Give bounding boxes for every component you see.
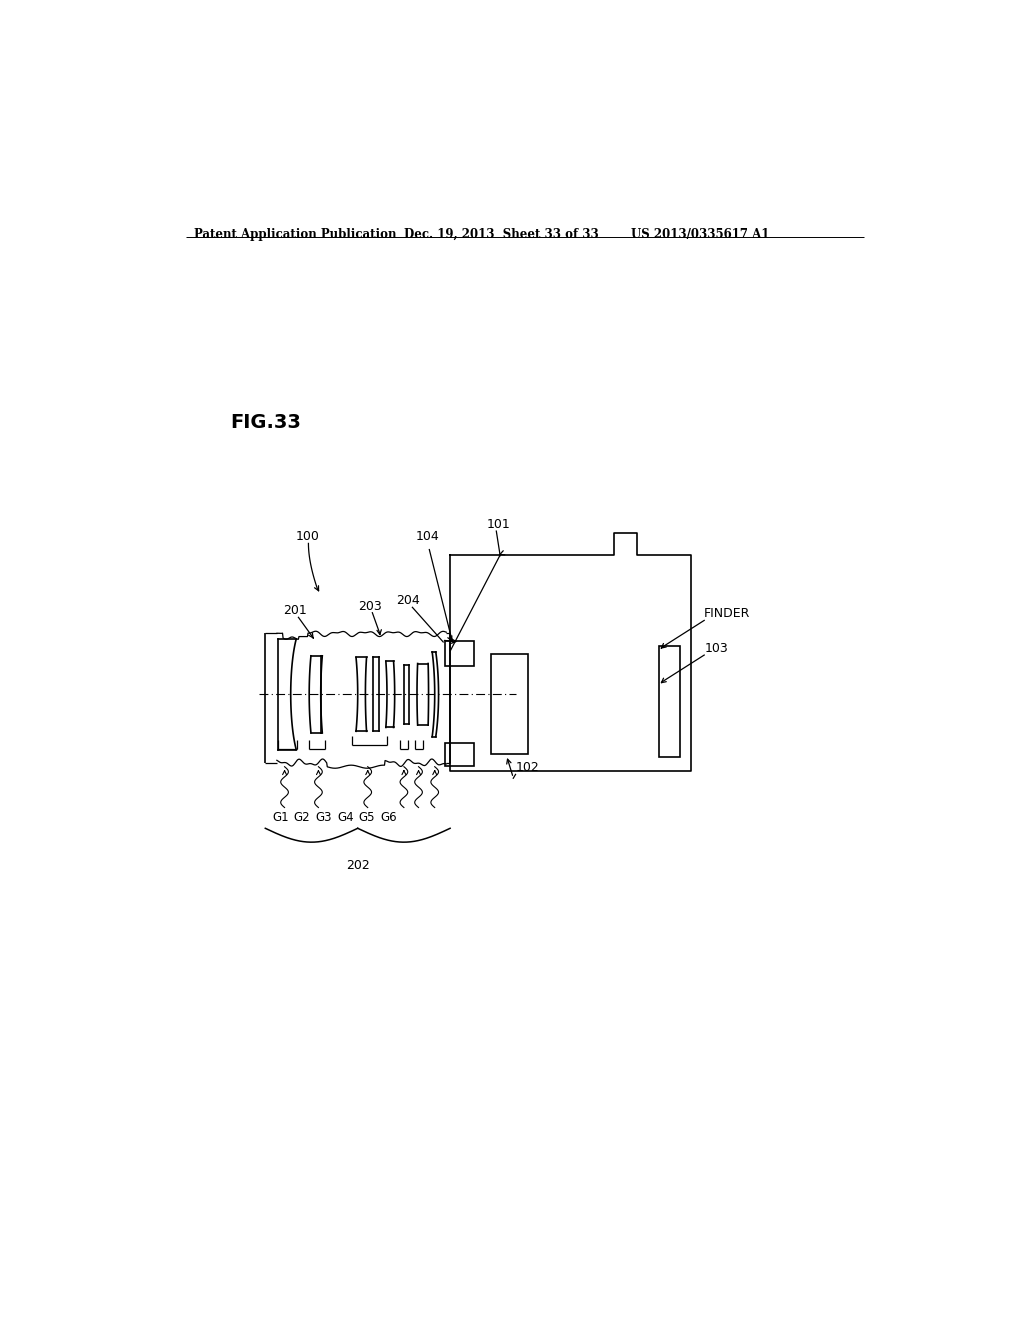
Text: 204: 204 [396, 594, 420, 607]
Text: Dec. 19, 2013  Sheet 33 of 33: Dec. 19, 2013 Sheet 33 of 33 [403, 227, 599, 240]
Text: G1: G1 [272, 812, 289, 825]
Text: Patent Application Publication: Patent Application Publication [194, 227, 396, 240]
Text: 103: 103 [705, 642, 728, 655]
Text: US 2013/0335617 A1: US 2013/0335617 A1 [631, 227, 769, 240]
Bar [490, 653, 528, 754]
Text: G3: G3 [315, 812, 332, 825]
Bar [658, 645, 680, 758]
Bar [444, 743, 474, 766]
Text: 101: 101 [487, 517, 511, 531]
Text: 202: 202 [346, 859, 370, 873]
Text: 102: 102 [515, 762, 540, 775]
Text: FIG.33: FIG.33 [230, 412, 301, 432]
Bar [444, 642, 474, 665]
Text: 104: 104 [416, 531, 439, 544]
Text: G5: G5 [358, 812, 375, 825]
Text: FINDER: FINDER [705, 607, 751, 620]
Text: G2: G2 [293, 812, 309, 825]
Text: G6: G6 [381, 812, 397, 825]
Text: 201: 201 [283, 605, 307, 618]
Text: 203: 203 [357, 599, 382, 612]
Text: G4: G4 [337, 812, 353, 825]
Text: 100: 100 [296, 531, 319, 544]
